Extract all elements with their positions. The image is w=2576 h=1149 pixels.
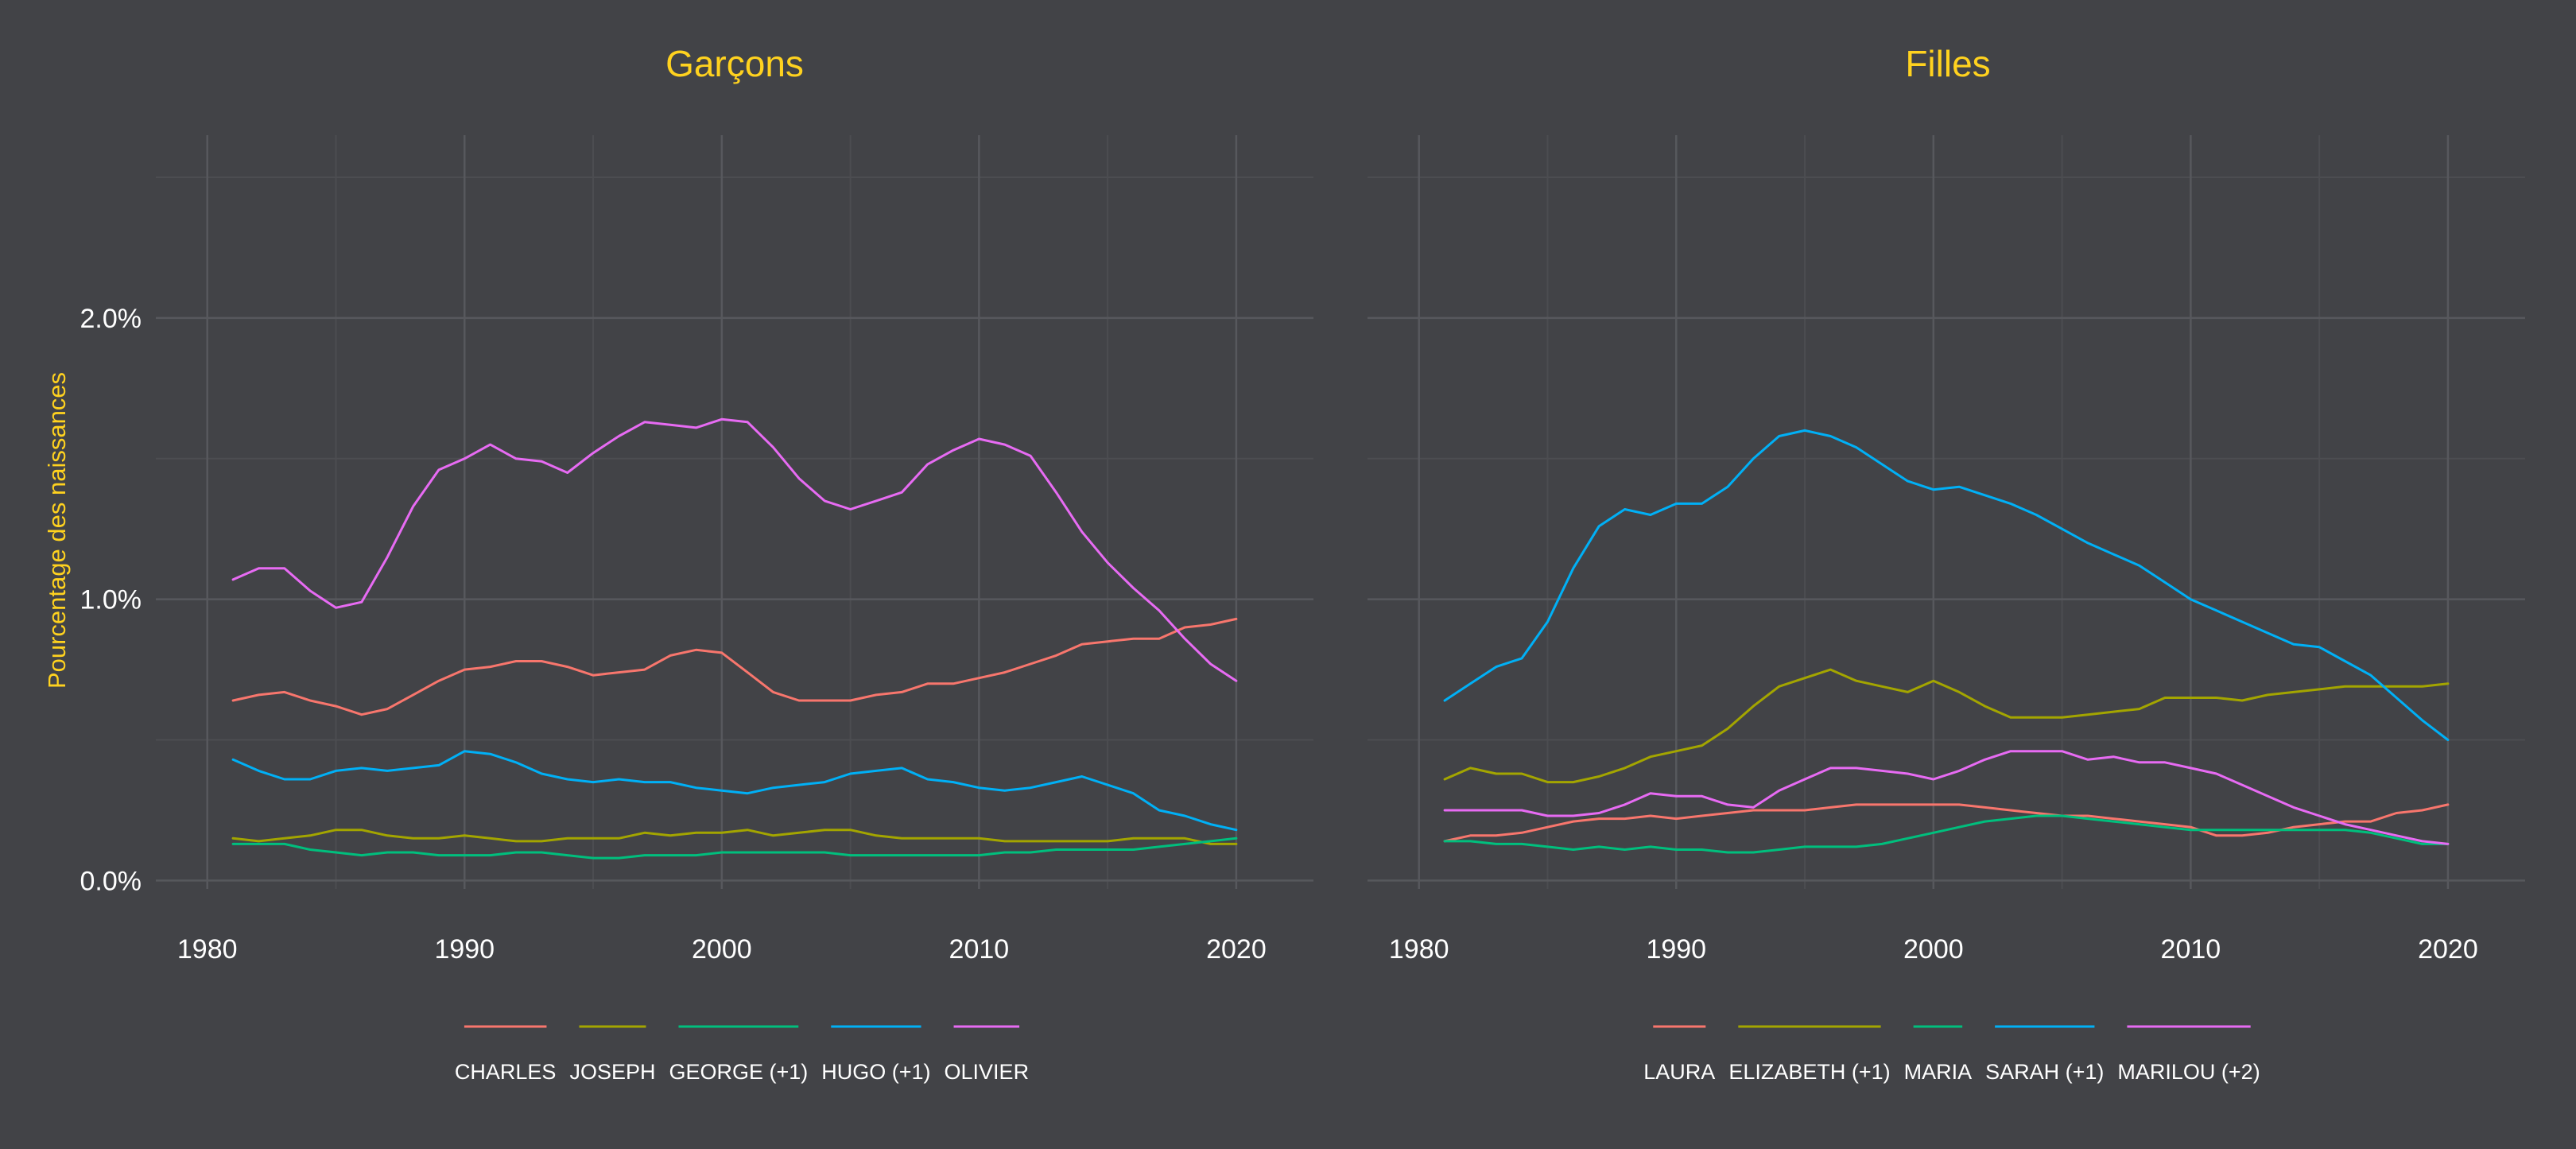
y-axis-label: Pourcentage des naissances (43, 372, 71, 689)
panel-0: 1980 1990 2000 2010 2020 0.0% 1.0% 2.0% Garçons C… (80, 43, 1313, 1084)
legend-label: LAURA (1643, 1060, 1715, 1084)
series-line-0 (231, 617, 1238, 716)
legend: LAURA ELIZABETH (+1) MARIA SARAH (+1) MARILO… (1643, 1025, 2260, 1084)
x-tick-label: 2020 (2418, 934, 2478, 965)
y-tick-label: 2.0% (80, 304, 142, 334)
series-line-1 (1443, 668, 2450, 784)
legend-label: HUGO (+1) (821, 1060, 930, 1084)
series-line-3 (231, 750, 1238, 832)
legend-label: SARAH (+1) (1985, 1060, 2104, 1084)
x-tick-label: 2000 (692, 934, 752, 965)
legend-label: JOSEPH (569, 1060, 655, 1084)
x-tick-label: 1990 (434, 934, 495, 965)
series-line-3 (1443, 429, 2450, 741)
legend-label: ELIZABETH (+1) (1728, 1060, 1890, 1084)
legend: CHARLES JOSEPH GEORGE (+1) HUGO (+1) OLIVIER (455, 1025, 1030, 1084)
x-tick-label: 2000 (1903, 934, 1964, 965)
series-line-4 (231, 417, 1238, 682)
x-tick-label: 2010 (2161, 934, 2221, 965)
y-tick-label: 1.0% (80, 585, 142, 615)
legend-label: MARIA (1904, 1060, 1973, 1084)
series-line-1 (231, 829, 1238, 845)
legend-label: CHARLES (455, 1060, 557, 1084)
series-line-2 (1443, 814, 2450, 854)
legend-label: GEORGE (+1) (669, 1060, 808, 1084)
x-tick-label: 2010 (949, 934, 1010, 965)
x-tick-label: 2020 (1206, 934, 1267, 965)
y-tick-label: 0.0% (80, 866, 142, 896)
legend-label: OLIVIER (945, 1060, 1030, 1084)
panel-title: Filles (1905, 43, 1990, 84)
panel-1: 1980 1990 2000 2010 2020 Filles LAURA ELIZABETH… (1368, 43, 2525, 1084)
series-line-2 (231, 837, 1238, 860)
legend-label: MARILOU (+2) (2117, 1060, 2260, 1084)
x-tick-label: 1980 (1389, 934, 1449, 965)
x-tick-label: 1980 (177, 934, 238, 965)
x-tick-label: 1990 (1646, 934, 1706, 965)
panel-title: Garçons (665, 43, 804, 84)
series-line-4 (1443, 750, 2450, 845)
